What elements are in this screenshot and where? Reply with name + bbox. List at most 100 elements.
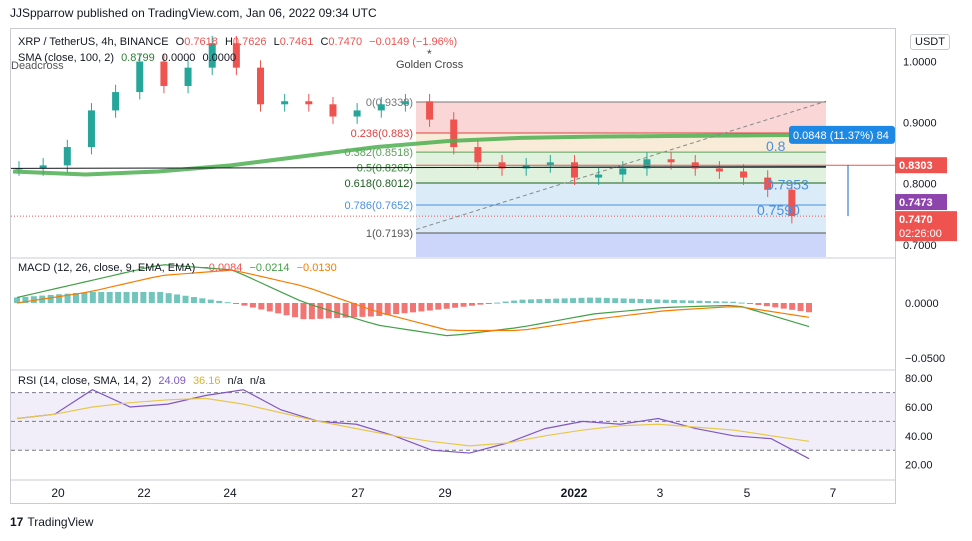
macd-bar [275,303,282,314]
macd-bar [266,303,273,312]
macd-bar [452,303,459,308]
target-label: 0.7953 [766,177,809,193]
chart-frame[interactable]: 0(0.9338) 0.236(0.883) 0.382(0.8518) 0.5(0.… [10,28,896,504]
time-axis-label: 5 [744,486,751,500]
candle [643,159,651,169]
macd-bar [376,303,383,316]
macd-bar [603,297,610,303]
target-label: 0.8 [766,138,786,154]
macd-bar [418,303,425,312]
candle [401,101,409,105]
fib-label: 0.786(0.7652) [345,200,414,212]
macd-tick: 0.0000 [905,298,939,310]
candle [546,162,554,166]
measure-badge [789,125,895,144]
price-badge-red: 0.8303 [899,160,933,172]
deadcross-label: Deadcross [11,60,64,72]
tradingview-logo[interactable]: 17 TradingView [10,515,94,529]
candle [87,110,95,148]
macd-bar [797,303,804,312]
sma-legend: SMA (close, 100, 2) 0.8799 0.0000 0.0000 [18,52,237,64]
macd-bar [241,303,248,306]
candle [570,162,578,178]
macd-bar [292,303,299,318]
fib-label: 1(0.7193) [366,228,413,240]
fib-label: 0.236(0.883) [351,128,413,140]
candle [353,110,361,117]
macd-bar [342,303,349,318]
low-value: 0.7461 [279,36,314,48]
fib-band [416,101,826,134]
macd-bar [679,300,686,303]
candle [15,168,23,170]
rsi-line [16,389,810,460]
macd-bar [384,303,391,316]
golden-cross-label: Golden Cross [396,59,464,71]
macd-bar [595,297,602,303]
macd-signal-line [16,269,810,332]
macd-bar [233,303,240,304]
macd-bar [637,298,644,303]
macd-bar [561,298,568,303]
candle [184,67,192,86]
macd-bar [586,297,593,303]
candle [740,171,748,178]
price-badge-red-bg [895,157,947,174]
currency-button[interactable]: USDT [910,34,950,50]
macd-bar [612,298,619,303]
macd-bar [721,301,728,303]
macd-bar [351,303,358,318]
macd-bar [527,299,534,303]
macd-bar [738,302,745,304]
fib-band [416,152,826,168]
macd-bar [64,293,71,303]
macd-bar [696,300,703,303]
macd-bar [216,300,223,303]
macd-line [16,264,810,337]
macd-bar [165,293,172,303]
macd-bar [671,299,678,303]
macd-bar [72,292,79,303]
macd-bar [207,299,214,303]
macd-bar [283,303,290,316]
fib-label: 0(0.9338) [366,97,413,109]
fib-band [416,167,826,183]
candle [788,189,796,217]
macd-bar [224,302,231,304]
macd-bar [30,296,37,303]
macd-bar [106,292,113,303]
candle [257,67,265,105]
measure-text: 0.0848 (11.37%) 84 [793,130,889,142]
macd-bar [443,303,450,309]
rsi-label: RSI (14, close, SMA, 14, 2) [18,375,152,387]
open-value: 0.7618 [184,36,218,48]
macd-bar [308,303,315,320]
macd-bar [426,303,433,311]
macd-tick: −0.0500 [905,353,945,365]
candle [112,92,120,111]
candle [426,101,434,120]
macd-bar [89,292,96,303]
fib-band [416,204,826,233]
macd-bar [14,297,20,303]
rsi-tick: 40.00 [905,431,933,443]
candle [136,61,144,93]
macd-bar [393,303,400,315]
time-axis-label: 22 [137,486,151,500]
macd-bar [806,303,812,313]
macd-bar [317,303,324,319]
macd-bar [553,298,560,303]
time-axis-label: 3 [657,486,664,500]
candle [619,168,627,175]
macd-bar [789,303,796,310]
macd-bar [772,303,779,308]
macd-bar [536,299,543,303]
macd-bar [502,301,509,303]
trend-line [10,166,827,169]
macd-bar [157,292,164,303]
sma-value: 0.8799 [121,52,155,64]
macd-bar [511,300,518,303]
trend-line-dashed [415,100,827,230]
fib-band [416,182,826,205]
chart-svg[interactable]: 0(0.9338)0.236(0.883)0.382(0.8518)0.5(0.… [10,29,895,503]
